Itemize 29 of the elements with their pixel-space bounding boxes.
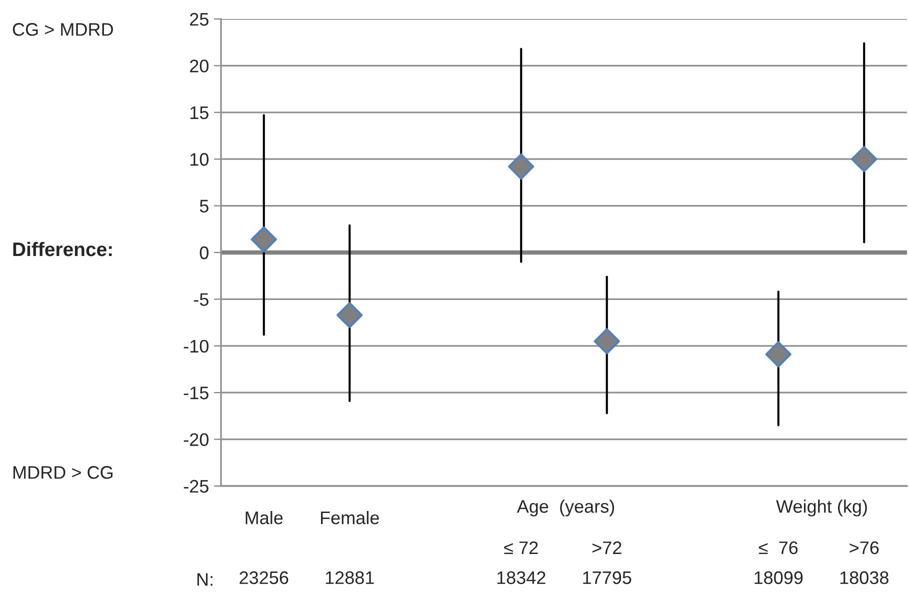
y-tick-label: 10 [190,153,208,166]
x-tick-label: >76 18038 [840,541,888,584]
text: Weight (kg) [776,500,867,516]
point [508,154,534,180]
text: N: [197,573,212,586]
x-tick-label: ≤ 76 18099 [754,541,803,584]
y-tick-label: 5 [200,200,208,213]
y-tick-label: 15 [190,106,208,120]
y-tick-label: -5 [194,293,208,306]
y-tick-label: 20 [190,60,208,72]
y-tick-label: -10 [184,340,208,353]
category-label: Female 12881 [321,511,379,584]
y-tick-label: -25 [184,480,208,493]
y-tick-label: 0 [200,246,208,260]
point [594,328,620,354]
point [250,226,277,252]
text: Difference: [13,242,112,256]
y-tick-label: 25 [190,12,208,26]
x-tick-label: ≤ 72 18342 [497,541,546,584]
text: Age (years) [516,500,614,516]
point [765,341,792,368]
text: CG > MDRD [12,23,113,36]
x-tick-label: >72 17795 [583,541,632,584]
point [851,146,878,172]
y-tick-label: -15 [184,386,208,400]
text: MDRD > CG [13,466,112,479]
y-tick-label: -20 [184,433,208,446]
category-label: Male 23256 [240,511,288,584]
point [336,302,363,328]
